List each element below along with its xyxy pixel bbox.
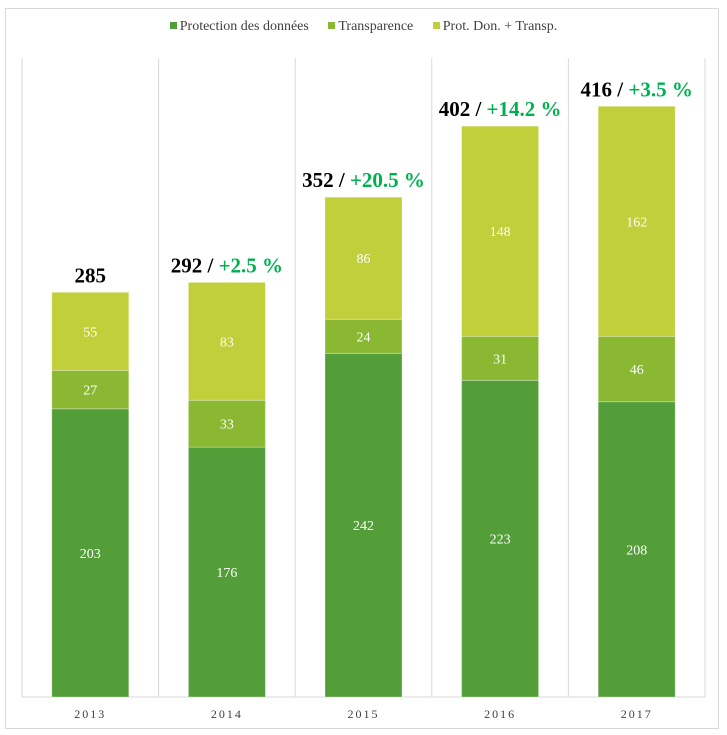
- data-label: 162: [626, 215, 647, 230]
- bar-segment: [597, 105, 676, 337]
- bar-segment: [324, 352, 403, 698]
- data-label: 242: [353, 519, 374, 534]
- total-value: 352: [302, 168, 334, 192]
- total-value: 402: [439, 97, 471, 121]
- bar-segment: [324, 196, 403, 320]
- data-label: 27: [83, 384, 97, 399]
- data-label: 46: [630, 363, 644, 378]
- data-label: 176: [216, 566, 237, 581]
- bar-segment: [51, 291, 130, 371]
- data-label: 55: [83, 325, 97, 340]
- separator: /: [470, 97, 486, 121]
- data-label: 83: [220, 335, 234, 350]
- bar-segment: [187, 281, 266, 401]
- total-label: 352 / +20.5 %: [302, 168, 425, 192]
- data-label: 33: [220, 418, 234, 433]
- total-label: 285: [75, 263, 107, 287]
- data-label: 24: [357, 330, 371, 345]
- bar-segment: [461, 379, 540, 698]
- chart-frame: [5, 8, 719, 729]
- legend-swatch: [169, 22, 177, 29]
- legend-label: Prot. Don. + Transp.: [442, 19, 558, 34]
- data-label: 203: [80, 547, 101, 562]
- data-label: 86: [357, 252, 371, 267]
- total-label: 402 / +14.2 %: [439, 97, 562, 121]
- bar-segment: [187, 446, 266, 698]
- data-label: 31: [493, 352, 507, 367]
- x-tick-label: 2013: [74, 707, 106, 721]
- growth-value: +3.5 %: [628, 77, 692, 101]
- bar-segment: [461, 335, 540, 381]
- legend-label: Protection des données: [179, 19, 309, 34]
- total-value: 416: [581, 77, 613, 101]
- growth-value: +2.5 %: [219, 253, 283, 277]
- bar-segment: [51, 369, 130, 410]
- bar-segment: [187, 399, 266, 448]
- legend: Protection des données Transparence Prot…: [0, 19, 727, 35]
- data-label: 208: [626, 543, 647, 558]
- total-label: 292 / +2.5 %: [171, 253, 283, 277]
- bar-segment: [324, 318, 403, 354]
- bar-segment: [461, 125, 540, 337]
- total-value: 292: [171, 253, 203, 277]
- data-label: 223: [490, 533, 511, 548]
- legend-swatch: [432, 22, 440, 29]
- x-tick-label: 2015: [348, 707, 380, 721]
- growth-value: +20.5 %: [350, 168, 425, 192]
- x-tick-label: 2014: [211, 707, 243, 721]
- legend-item: Protection des données: [169, 19, 309, 34]
- legend-swatch: [328, 22, 336, 29]
- x-tick-label: 2017: [621, 707, 653, 721]
- growth-value: +14.2 %: [487, 97, 562, 121]
- data-label: 148: [490, 225, 511, 240]
- separator: /: [202, 253, 218, 277]
- separator: /: [612, 77, 628, 101]
- legend-item: Prot. Don. + Transp.: [432, 19, 558, 34]
- x-tick-label: 2016: [484, 707, 516, 721]
- total-value: 285: [75, 263, 107, 287]
- total-label: 416 / +3.5 %: [581, 77, 693, 101]
- separator: /: [334, 168, 350, 192]
- legend-item: Transparence: [328, 19, 413, 34]
- bar-segment: [51, 408, 130, 698]
- legend-label: Transparence: [338, 19, 414, 34]
